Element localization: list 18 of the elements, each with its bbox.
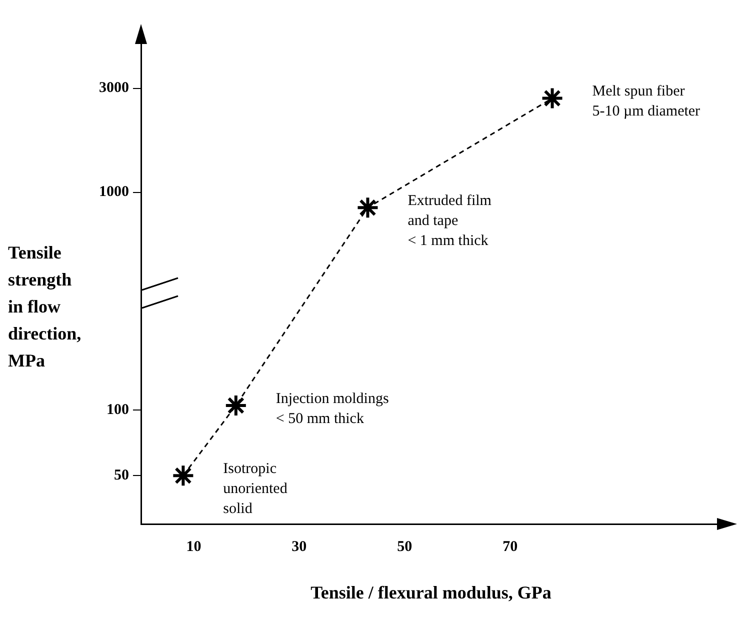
annotation: Isotropic unoriented solid [223,461,288,518]
point [540,86,564,110]
point [172,464,195,488]
x-axis-title: Tensile / flexural modulus, GPa [310,582,552,603]
annotation: Melt spun fiber 5-10 µm diameter [592,84,700,120]
x-tick-label: 10 [186,538,202,555]
annotation: Extruded film and tape < 1 mm thick [408,193,492,250]
annotation: Injection moldings < 50 mm thick [276,390,389,427]
point [224,394,248,417]
point [356,196,380,220]
y-tick-label: 50 [114,468,129,484]
y-axis-title: Tensile strength in flow direction, MPa [8,242,82,371]
x-tick-label: 30 [292,538,307,555]
y-tick-label: 1000 [99,184,129,200]
x-tick-label: 70 [502,538,518,555]
y-tick-label: 3000 [99,80,129,96]
y-tick-label: 100 [106,402,129,418]
x-tick-label: 50 [397,538,412,555]
